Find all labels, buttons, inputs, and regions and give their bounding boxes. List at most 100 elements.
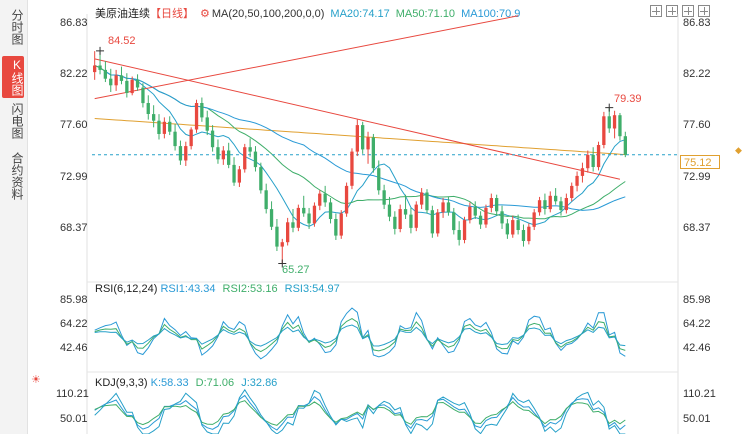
tab-contract-info[interactable]: 合约资料 — [10, 152, 24, 200]
chart-type-sidebar: 分时图 K线图 闪电图 合约资料 — [0, 0, 28, 434]
period-selector[interactable]: 【日线】 — [150, 8, 194, 20]
candle-body — [484, 207, 488, 225]
candle-body — [543, 200, 547, 209]
candle-body — [344, 185, 349, 214]
fullscreen-icon[interactable] — [698, 5, 710, 17]
candle-body — [441, 202, 445, 213]
recent-high-marker — [605, 103, 614, 112]
candle-body — [109, 78, 113, 86]
candle-body — [232, 164, 236, 183]
ma20-line — [94, 65, 626, 227]
candle-body — [398, 209, 402, 229]
low-price-label: 65.27 — [282, 264, 310, 276]
candle-body — [173, 131, 177, 147]
left-tick: 72.99 — [60, 171, 88, 183]
rsi1-value: RSI1:43.34 — [160, 283, 216, 295]
rsi3-line — [94, 324, 626, 347]
kdj-j-value: J:32.86 — [241, 377, 278, 389]
candle-body — [302, 207, 306, 214]
candle-body — [210, 130, 215, 148]
high-price-label: 84.52 — [108, 35, 136, 47]
candle-body — [436, 212, 440, 234]
left-tick: 68.37 — [60, 222, 88, 234]
right-tick: 68.37 — [683, 222, 711, 234]
right-tick: 82.22 — [683, 68, 711, 80]
candle-body — [312, 205, 317, 224]
candle-body — [286, 222, 290, 243]
candle-body — [184, 146, 188, 161]
gear-icon[interactable]: ⚙ — [200, 8, 210, 20]
rsi3-value: RSI3:54.97 — [284, 283, 340, 295]
candle-body — [259, 167, 263, 191]
candle-body — [189, 129, 193, 147]
candle-body — [409, 214, 413, 228]
candle-body — [607, 116, 611, 129]
candle-body — [420, 192, 424, 205]
candle-body — [350, 151, 354, 186]
candle-body — [119, 75, 124, 81]
candle-body — [548, 195, 552, 210]
candle-body — [125, 80, 129, 93]
candle-body — [527, 226, 531, 242]
sun-icon[interactable]: ☀ — [31, 374, 41, 386]
rsi-tick: 64.22 — [60, 318, 88, 330]
ma-params[interactable]: MA(20,50,100,200,0,0) — [211, 8, 325, 20]
candle-body — [275, 226, 279, 247]
candle-body — [146, 103, 150, 114]
candle-body — [387, 204, 392, 217]
candle-body — [371, 137, 375, 169]
candle-body — [141, 87, 145, 104]
candle-body — [216, 147, 220, 160]
chart-controls — [650, 4, 714, 20]
rsi-tick: 64.22 — [683, 318, 711, 330]
rsi-title[interactable]: RSI(6,12,24) — [95, 283, 158, 295]
candle-body — [98, 65, 102, 70]
ma200-line — [94, 118, 626, 156]
candle-body — [511, 220, 515, 235]
expand-icon[interactable] — [682, 5, 694, 17]
kdj-tick: 50.01 — [683, 413, 711, 425]
zoom-out-icon[interactable] — [666, 5, 678, 17]
main-legend: 美原油连续【日线】 ⚙ MA(20,50,100,200,0,0) MA20:74.1… — [95, 5, 526, 21]
candle-body — [537, 200, 542, 213]
candle-body — [328, 202, 333, 219]
candle-body — [200, 103, 204, 118]
candle-body — [457, 230, 461, 240]
tab-flash-chart[interactable]: 闪电图 — [10, 103, 24, 139]
candle-body — [361, 125, 365, 150]
candle-body — [227, 150, 231, 165]
candle-body — [602, 116, 606, 145]
candle-body — [264, 190, 268, 210]
tab-time-sharing[interactable]: 分时图 — [10, 9, 24, 45]
candle-body — [323, 193, 327, 203]
candle-body — [500, 211, 504, 224]
candle-body — [393, 216, 397, 229]
rsi2-line — [94, 318, 626, 353]
candle-body — [586, 154, 590, 169]
candle-body — [135, 79, 140, 88]
kdj-d-line — [94, 400, 626, 426]
candle-body — [318, 193, 322, 206]
ma50-value: MA50:71.10 — [395, 8, 456, 20]
kdj-title[interactable]: KDJ(9,3,3) — [95, 377, 148, 389]
symbol-name: 美原油连续 — [95, 8, 150, 20]
candle-body — [516, 220, 520, 230]
candle-body — [114, 75, 118, 86]
candle-body — [253, 151, 258, 168]
kdj-k-value: K:58.33 — [150, 377, 189, 389]
right-tick: 72.99 — [683, 171, 711, 183]
candle-body — [269, 209, 274, 227]
candle-body — [623, 136, 627, 155]
candle-body — [554, 195, 558, 202]
candle-body — [575, 175, 579, 186]
high-marker — [96, 46, 105, 55]
rsi-tick: 85.98 — [60, 294, 88, 306]
rsi-tick: 85.98 — [683, 294, 711, 306]
tab-kline[interactable]: K线图 — [2, 56, 24, 98]
left-tick: 82.22 — [60, 68, 88, 80]
current-price-tag: 75.12 — [680, 155, 720, 169]
zoom-in-icon[interactable] — [650, 5, 662, 17]
candle-body — [152, 114, 156, 121]
